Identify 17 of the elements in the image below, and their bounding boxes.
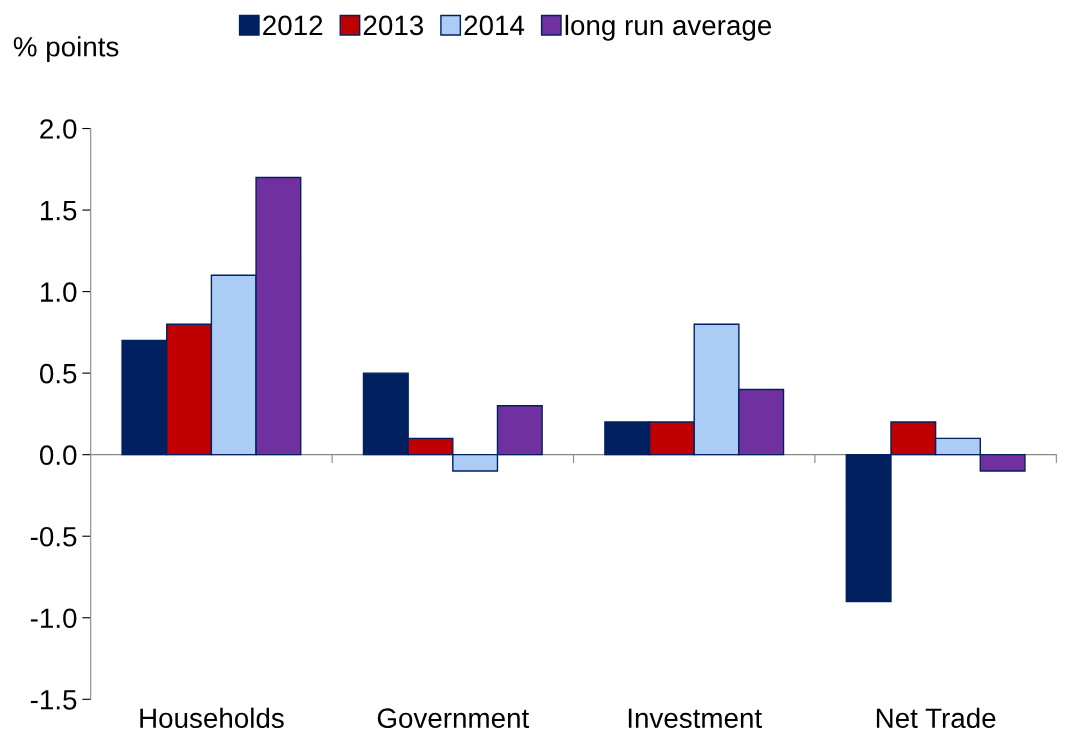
x-tick-label: Investment <box>628 708 762 729</box>
x-tick-label: Government <box>377 708 530 729</box>
legend-label: long run average <box>565 14 772 41</box>
legend-label: 2012 <box>263 15 323 36</box>
y-tick-label: 1.5 <box>41 201 77 221</box>
legend-label: 2013 <box>363 15 424 36</box>
x-tick-label: Net Trade <box>876 707 996 729</box>
y-tick-label: -1.0 <box>30 608 77 629</box>
y-tick-label: 2.0 <box>40 119 77 139</box>
y-tick-label: 1.0 <box>41 282 77 302</box>
x-tick-label: Households <box>140 707 284 729</box>
y-tick-label: -1.5 <box>30 690 77 710</box>
y-tick-label: -0.5 <box>30 526 77 547</box>
legend-label: 2014 <box>464 15 525 36</box>
y-tick-label: 0.0 <box>39 445 77 466</box>
y-tick-label: 0.5 <box>39 363 77 384</box>
y-axis-title: % points <box>13 36 119 63</box>
